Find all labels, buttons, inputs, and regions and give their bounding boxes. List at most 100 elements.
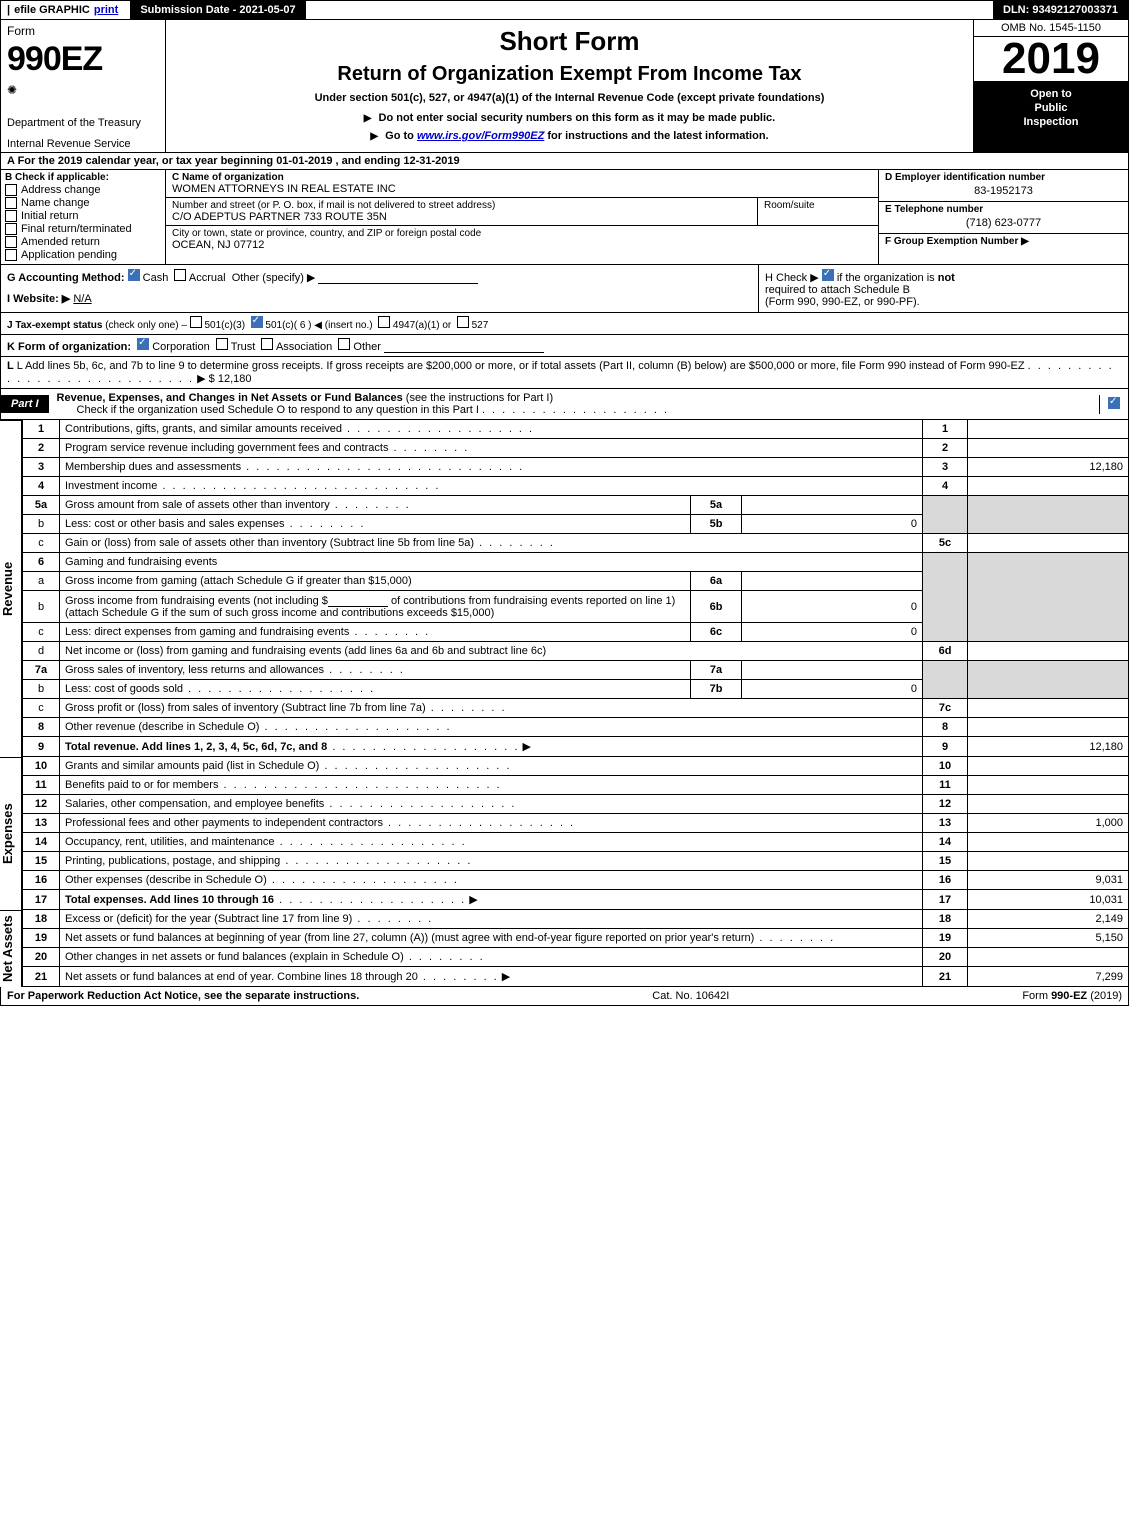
no-ssn-text: Do not enter social security numbers on … <box>379 112 776 124</box>
net-assets-section: Net Assets 18Excess or (deficit) for the… <box>0 910 1129 987</box>
chk-assoc[interactable] <box>261 338 273 350</box>
g-other-field[interactable] <box>318 271 478 284</box>
table-row: 3Membership dues and assessments312,180 <box>23 458 1129 477</box>
h-not: not <box>938 272 955 284</box>
tax-year: 2019 <box>974 37 1128 82</box>
org-city-box: City or town, state or province, country… <box>166 226 878 253</box>
chk-h[interactable] <box>822 269 834 281</box>
table-row: 14Occupancy, rent, utilities, and mainte… <box>23 833 1129 852</box>
expenses-section: Expenses 10Grants and similar amounts pa… <box>0 757 1129 910</box>
form-number: 990EZ <box>7 40 159 79</box>
table-row: 19Net assets or fund balances at beginni… <box>23 929 1129 948</box>
box-c: C Name of organization WOMEN ATTORNEYS I… <box>166 170 878 264</box>
chk-527[interactable] <box>457 316 469 328</box>
org-address-box: Number and street (or P. O. box, if mail… <box>166 198 758 226</box>
chk-trust[interactable] <box>216 338 228 350</box>
line-k: K Form of organization: Corporation Trus… <box>0 335 1129 357</box>
h-text3: (Form 990, 990-EZ, or 990-PF). <box>765 296 1122 308</box>
net-assets-side-label: Net Assets <box>0 910 22 987</box>
table-row: cGain or (loss) from sale of assets othe… <box>23 534 1129 553</box>
table-row: 2Program service revenue including gover… <box>23 439 1129 458</box>
part-tag: Part I <box>1 395 49 413</box>
open-line-3: Inspection <box>976 116 1126 130</box>
table-row: dNet income or (loss) from gaming and fu… <box>23 642 1129 661</box>
table-row: 12Salaries, other compensation, and empl… <box>23 795 1129 814</box>
j-hint: (check only one) – <box>105 320 187 331</box>
box-g: G Accounting Method: Cash Accrual Other … <box>1 265 758 312</box>
box-h: H Check ▶ if the organization is not req… <box>758 265 1128 312</box>
box-b-label: B Check if applicable: <box>5 172 161 183</box>
website-value: N/A <box>73 293 91 305</box>
irs-link[interactable]: www.irs.gov/Form990EZ <box>417 130 544 142</box>
chk-name-change[interactable]: Name change <box>5 197 161 209</box>
checkbox-icon <box>5 223 17 235</box>
box-def: D Employer identification number 83-1952… <box>878 170 1128 264</box>
checkbox-icon <box>5 210 17 222</box>
entity-grid: B Check if applicable: Address change Na… <box>0 170 1129 265</box>
page-footer: For Paperwork Reduction Act Notice, see … <box>0 987 1129 1006</box>
chk-501c[interactable] <box>251 316 263 328</box>
table-row: 8Other revenue (describe in Schedule O)8 <box>23 718 1129 737</box>
gh-row: G Accounting Method: Cash Accrual Other … <box>0 265 1129 313</box>
chk-address-change[interactable]: Address change <box>5 184 161 196</box>
h-prefix: H Check ▶ <box>765 272 819 284</box>
ein-label: D Employer identification number <box>885 172 1122 183</box>
table-row: 6Gaming and fundraising events <box>23 553 1129 572</box>
table-row: cGross profit or (loss) from sales of in… <box>23 699 1129 718</box>
top-left: | efile GRAPHIC print <box>1 2 124 18</box>
chk-application-pending[interactable]: Application pending <box>5 249 161 261</box>
chk-accrual[interactable] <box>174 269 186 281</box>
chk-initial-return[interactable]: Initial return <box>5 210 161 222</box>
chk-cash[interactable] <box>128 269 140 281</box>
submission-date-pill: Submission Date - 2021-05-07 <box>130 1 305 19</box>
table-row: 18Excess or (deficit) for the year (Subt… <box>23 910 1129 929</box>
table-row: 9Total revenue. Add lines 1, 2, 3, 4, 5c… <box>23 737 1129 757</box>
6b-amount-field[interactable] <box>328 594 388 607</box>
checkbox-icon <box>5 184 17 196</box>
addr-label: Number and street (or P. O. box, if mail… <box>172 200 751 211</box>
no-ssn-line: ▶ Do not enter social security numbers o… <box>174 112 965 124</box>
open-line-1: Open to <box>976 88 1126 102</box>
open-to-public: Open to Public Inspection <box>974 82 1128 152</box>
chk-corp[interactable] <box>137 338 149 350</box>
revenue-table: 1Contributions, gifts, grants, and simil… <box>22 420 1129 757</box>
i-label: I Website: ▶ <box>7 293 70 305</box>
dots-icon <box>482 404 669 416</box>
org-name-label: C Name of organization <box>172 172 872 183</box>
k-other-field[interactable] <box>384 340 544 353</box>
top-bar: | efile GRAPHIC print Submission Date - … <box>0 0 1129 20</box>
l-text: L Add lines 5b, 6c, and 7b to line 9 to … <box>17 360 1025 372</box>
net-assets-table: 18Excess or (deficit) for the year (Subt… <box>22 910 1129 987</box>
k-label: K Form of organization: <box>7 341 131 353</box>
irs-label: Internal Revenue Service <box>7 138 131 150</box>
table-row: 4Investment income4 <box>23 477 1129 496</box>
table-row: 21Net assets or fund balances at end of … <box>23 967 1129 987</box>
table-row: 10Grants and similar amounts paid (list … <box>23 757 1129 776</box>
ein-box: D Employer identification number 83-1952… <box>879 170 1128 202</box>
chk-final-return[interactable]: Final return/terminated <box>5 223 161 235</box>
expenses-side-label: Expenses <box>0 757 22 910</box>
print-link[interactable]: print <box>94 4 118 16</box>
goto-line: ▶ Go to www.irs.gov/Form990EZ for instru… <box>174 130 965 142</box>
org-name-box: C Name of organization WOMEN ATTORNEYS I… <box>166 170 878 198</box>
revenue-side-label: Revenue <box>0 420 22 757</box>
table-row: 7aGross sales of inventory, less returns… <box>23 661 1129 680</box>
chk-501c3[interactable] <box>190 316 202 328</box>
table-row: 15Printing, publications, postage, and s… <box>23 852 1129 871</box>
part-checkbox-cell <box>1099 395 1128 414</box>
chk-other-org[interactable] <box>338 338 350 350</box>
chk-part1-schedule-o[interactable] <box>1108 397 1120 409</box>
l-amount: $ 12,180 <box>209 373 252 385</box>
chk-4947[interactable] <box>378 316 390 328</box>
header-mid: Short Form Return of Organization Exempt… <box>166 20 973 152</box>
group-exemption-box: F Group Exemption Number ▶ <box>879 234 1128 264</box>
triangle-right-icon: ▶ <box>364 113 372 124</box>
form-word: Form <box>7 24 159 38</box>
checkbox-icon <box>5 197 17 209</box>
return-title: Return of Organization Exempt From Incom… <box>174 63 965 86</box>
telephone-box: E Telephone number (718) 623-0777 <box>879 202 1128 234</box>
department-label: Department of the Treasury <box>7 117 159 129</box>
j-label: J Tax-exempt status <box>7 320 102 331</box>
chk-amended-return[interactable]: Amended return <box>5 236 161 248</box>
table-row: 16Other expenses (describe in Schedule O… <box>23 871 1129 890</box>
